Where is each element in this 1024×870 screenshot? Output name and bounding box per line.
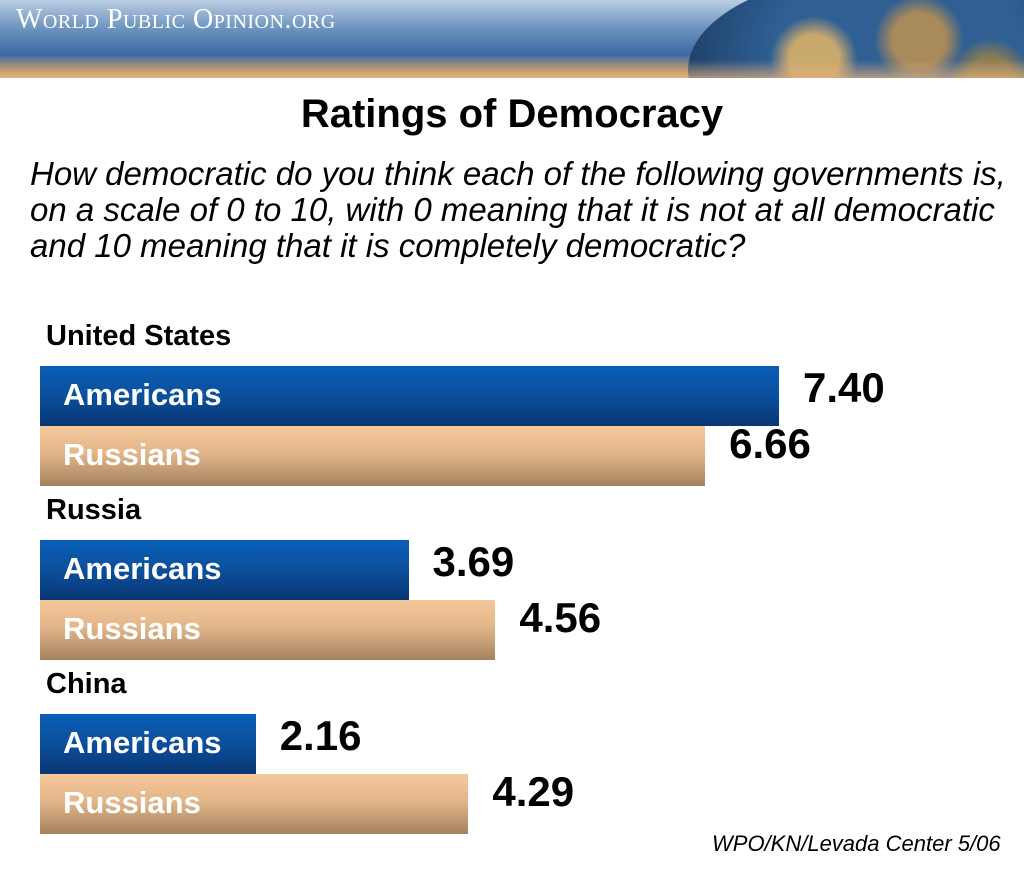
series-label: Russians [63,785,201,820]
data-label: 7.40 [803,364,885,411]
data-label: 4.29 [492,768,575,815]
series-label: Americans [63,725,222,760]
series-label: Americans [63,377,222,412]
header-banner: World Public Opinion.org [0,0,1024,78]
bar: Americans [40,366,779,426]
data-label: 3.69 [432,538,515,585]
series-label: Americans [63,551,222,586]
data-label: 4.56 [519,594,602,641]
bar: Russians [40,600,496,660]
bar: Russians [40,426,706,486]
bar: Americans [40,714,256,774]
source-note: WPO/KN/Levada Center 5/06 [712,831,1001,856]
bar: Russians [40,774,469,834]
site-logo: World Public Opinion.org [16,4,336,35]
category-label: Russia [46,494,142,526]
data-label: 2.16 [279,712,362,759]
category-label: United States [46,320,232,352]
series-label: Russians [63,611,201,646]
chart-title: Ratings of Democracy [300,92,724,136]
category-label: China [46,668,127,700]
chart-subtitle: How democratic do you think each of the … [30,155,1006,264]
data-label: 6.66 [729,420,811,467]
series-label: Russians [63,437,201,472]
bar: Americans [40,540,409,600]
